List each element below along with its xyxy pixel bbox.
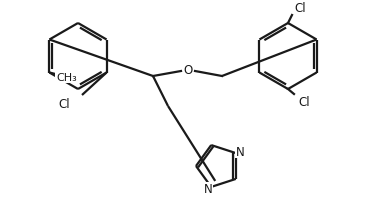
Text: N: N [235, 145, 244, 158]
Text: N: N [204, 183, 213, 195]
Text: O: O [184, 63, 193, 76]
Text: Cl: Cl [58, 98, 70, 111]
Text: Cl: Cl [294, 2, 306, 16]
Text: CH₃: CH₃ [56, 73, 77, 83]
Text: Cl: Cl [298, 96, 310, 109]
